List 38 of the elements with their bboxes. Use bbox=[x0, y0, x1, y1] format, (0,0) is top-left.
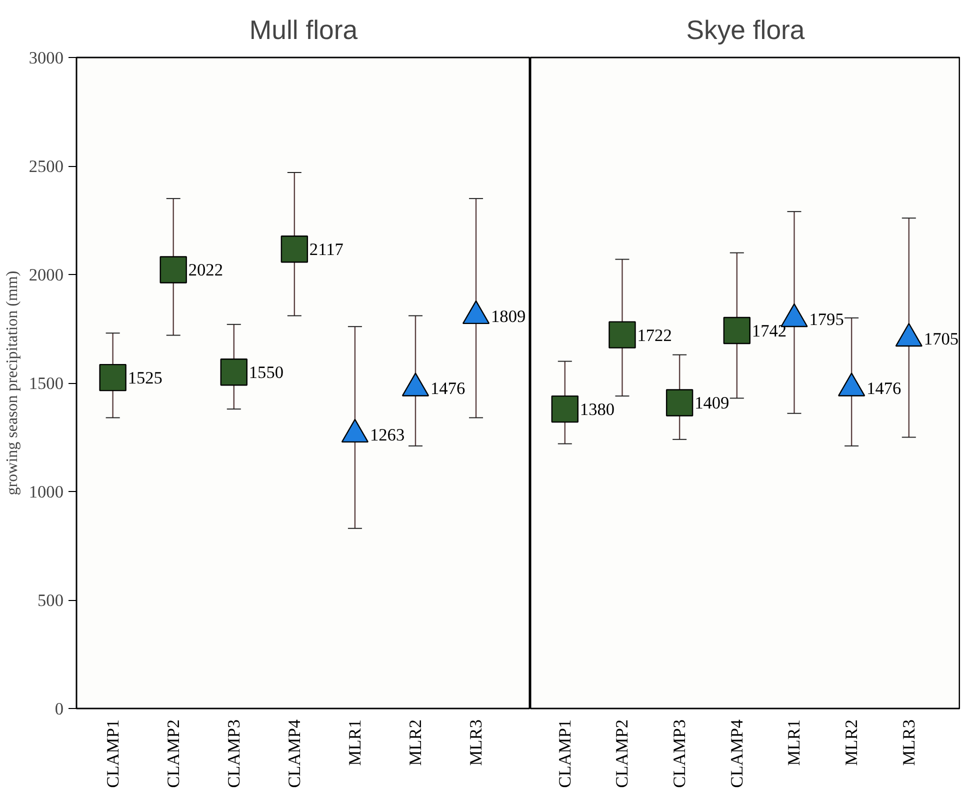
x-tick-label: CLAMP2 bbox=[164, 719, 183, 788]
y-tick-label: 0 bbox=[54, 700, 64, 718]
y-tick-label: 1000 bbox=[28, 482, 64, 502]
x-tick-label: MLR1 bbox=[784, 719, 804, 766]
data-label: 1742 bbox=[752, 321, 787, 340]
data-label: 1476 bbox=[866, 379, 902, 398]
y-tick-label: 2000 bbox=[28, 266, 64, 284]
data-label: 1476 bbox=[430, 379, 466, 398]
y-tick-label: 3000 bbox=[28, 48, 64, 68]
x-tick-label: CLAMP2 bbox=[612, 719, 632, 788]
y-axis-title: growing season precipitation (mm) bbox=[4, 270, 21, 496]
data-label: 1722 bbox=[637, 326, 672, 345]
data-label: 1525 bbox=[128, 368, 162, 388]
x-tick-label: MLR3 bbox=[466, 719, 486, 766]
x-tick-label: MLR2 bbox=[842, 719, 862, 766]
data-label: 1809 bbox=[491, 306, 526, 326]
data-label: 1795 bbox=[809, 310, 844, 329]
y-tick-label: 1500 bbox=[28, 374, 64, 393]
y-tick-label: 2500 bbox=[28, 157, 64, 176]
x-tick-label: CLAMP4 bbox=[284, 719, 304, 788]
x-tick-label: CLAMP4 bbox=[727, 719, 746, 788]
x-tick-label: CLAMP1 bbox=[103, 719, 122, 788]
x-tick-label: MLR1 bbox=[345, 719, 364, 766]
data-label: 1263 bbox=[370, 425, 405, 444]
data-label: 2022 bbox=[188, 260, 224, 280]
x-tick-label: MLR2 bbox=[406, 719, 425, 766]
y-tick-label: 500 bbox=[38, 591, 64, 610]
data-label: 1380 bbox=[580, 400, 615, 420]
x-tick-label: CLAMP3 bbox=[224, 719, 244, 788]
chart-title: Mull flora bbox=[249, 15, 358, 45]
chart-title: Skye flora bbox=[686, 15, 805, 45]
data-label: 1550 bbox=[248, 363, 284, 382]
data-label: 1705 bbox=[924, 330, 959, 349]
x-tick-label: MLR3 bbox=[899, 719, 918, 766]
data-label: 2117 bbox=[309, 240, 344, 260]
x-tick-label: CLAMP3 bbox=[670, 719, 690, 788]
data-label: 1409 bbox=[694, 394, 730, 413]
x-tick-label: CLAMP1 bbox=[555, 719, 574, 788]
